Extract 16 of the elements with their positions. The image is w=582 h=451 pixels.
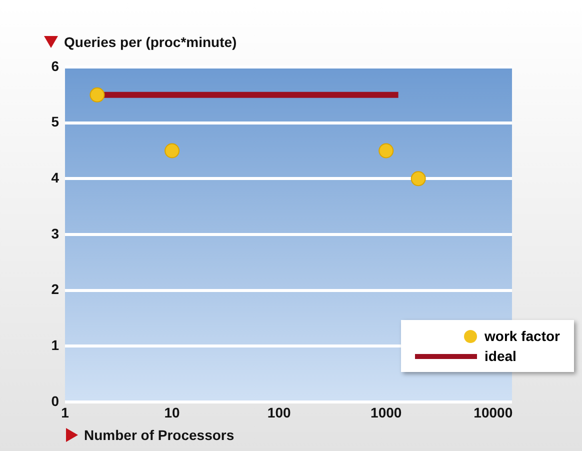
y-tick-label: 6 bbox=[51, 58, 60, 74]
x-tick-label: 1 bbox=[61, 404, 70, 420]
legend-label: work factor bbox=[484, 328, 560, 344]
y-axis-title: Queries per (proc*minute) bbox=[64, 34, 237, 50]
legend-label: ideal bbox=[484, 348, 516, 364]
y-tick-label: 1 bbox=[51, 337, 60, 354]
y-tick-label: 3 bbox=[51, 225, 60, 242]
x-tick-label: 10 bbox=[164, 404, 180, 420]
y-tick-label: 2 bbox=[51, 281, 60, 298]
x-tick-label: 1000 bbox=[370, 404, 402, 420]
x-axis-title: Number of Processors bbox=[84, 427, 234, 443]
y-tick-label: 4 bbox=[51, 170, 60, 186]
x-tick-label: 100 bbox=[267, 404, 291, 420]
x-tick-label: 10000 bbox=[474, 404, 513, 420]
y-tick-label: 5 bbox=[51, 114, 60, 130]
y-tick-label: 0 bbox=[51, 392, 60, 409]
